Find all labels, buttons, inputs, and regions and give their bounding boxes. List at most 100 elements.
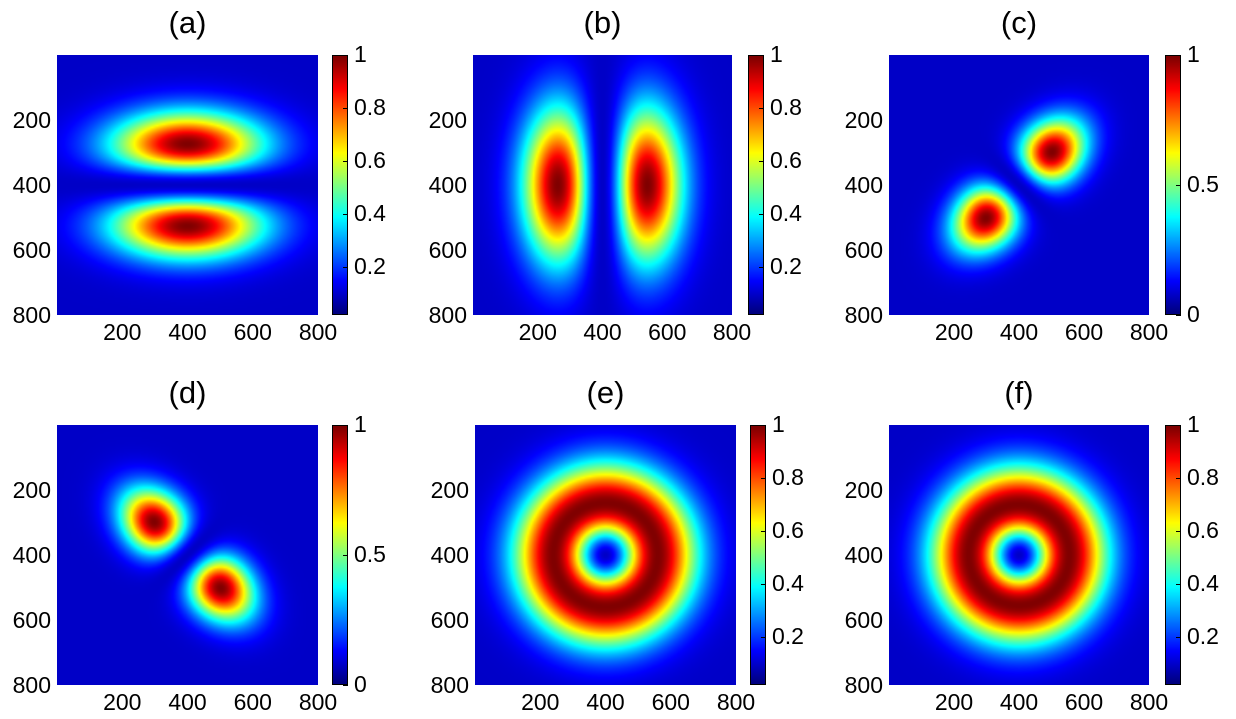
colorbar-gradient [751, 426, 765, 684]
x-tick-label: 600 [1064, 689, 1104, 715]
y-tick-label: 800 [844, 672, 883, 698]
x-tick-label: 200 [521, 689, 560, 715]
y-tick-label: 400 [12, 172, 51, 198]
y-tick-label: 800 [844, 302, 883, 328]
colorbar-tick-label: 0.2 [354, 253, 386, 280]
y-tick-label: 800 [428, 302, 467, 328]
colorbar-tick-mark [343, 555, 348, 556]
panel-title: (a) [168, 5, 207, 40]
heatmap-plot [889, 55, 1149, 315]
colorbar-tick-label: 0.2 [770, 253, 802, 280]
colorbar [748, 55, 764, 315]
x-tick-label: 600 [233, 319, 272, 345]
heatmap-plot [57, 425, 318, 685]
x-tick-label: 600 [233, 689, 272, 715]
heatmap-plot [473, 55, 732, 315]
colorbar-tick-label: 0.2 [1187, 623, 1219, 650]
colorbar-tick-label: 0.6 [1187, 517, 1219, 544]
colorbar-tick-mark [1176, 584, 1181, 586]
y-tick-label: 600 [428, 237, 467, 263]
colorbar-gradient [1166, 426, 1180, 684]
y-tick-label: 600 [844, 607, 883, 633]
colorbar-tick-mark [1176, 185, 1181, 186]
x-tick-label: 800 [298, 689, 338, 715]
colorbar-tick-mark [759, 108, 764, 110]
colorbar-tick-mark [343, 267, 348, 269]
panel-title: (d) [168, 375, 207, 410]
x-tick-label: 200 [103, 689, 142, 715]
colorbar-tick-mark [759, 161, 764, 163]
y-tick-label: 800 [12, 672, 51, 698]
colorbar-tick-label: 0.4 [354, 200, 386, 227]
x-tick-label: 400 [999, 319, 1039, 345]
colorbar-tick-label: 0 [1187, 301, 1200, 327]
x-tick-label: 200 [103, 319, 142, 345]
y-tick-label: 200 [12, 107, 51, 133]
y-tick-label: 600 [12, 607, 51, 633]
colorbar-tick-mark [759, 214, 764, 216]
colorbar-tick-mark [1176, 55, 1181, 56]
panel-title: (c) [1000, 5, 1038, 40]
colorbar [332, 55, 348, 315]
colorbar-tick-mark [343, 161, 348, 163]
colorbar-tick-label: 1 [1187, 41, 1200, 67]
y-tick-label: 400 [428, 172, 467, 198]
y-tick-label: 200 [12, 477, 51, 503]
colorbar-tick-label: 0.6 [772, 517, 804, 544]
heatmap-image [473, 55, 732, 315]
heatmap-image [889, 55, 1149, 315]
x-tick-label: 400 [999, 689, 1039, 715]
colorbar-tick-label: 0.6 [770, 147, 802, 174]
x-tick-label: 400 [586, 689, 625, 715]
colorbar-tick-label: 0.4 [772, 570, 804, 597]
x-tick-label: 200 [934, 319, 974, 345]
colorbar-tick-mark [761, 425, 766, 426]
colorbar [1165, 425, 1181, 685]
colorbar-tick-label: 1 [1187, 411, 1200, 437]
colorbar-tick-label: 0.8 [1187, 464, 1219, 491]
colorbar-tick-mark [343, 55, 348, 56]
heatmap-plot [475, 425, 736, 685]
x-tick-label: 200 [934, 689, 974, 715]
colorbar-tick-label: 0.2 [772, 623, 804, 650]
y-tick-label: 200 [430, 477, 469, 503]
colorbar-tick-label: 0.4 [770, 200, 802, 227]
colorbar-tick-mark [761, 637, 766, 639]
x-tick-label: 400 [168, 689, 207, 715]
panel-title: (f) [1004, 375, 1034, 410]
heatmap-image [889, 425, 1149, 685]
x-tick-label: 800 [1129, 319, 1169, 345]
colorbar-tick-mark [343, 425, 348, 426]
heatmap-image [475, 425, 736, 685]
y-tick-label: 200 [428, 107, 467, 133]
colorbar-tick-label: 1 [354, 41, 367, 67]
y-tick-label: 200 [844, 107, 883, 133]
x-tick-label: 800 [712, 319, 752, 345]
colorbar-tick-label: 1 [770, 41, 783, 67]
colorbar-tick-mark [761, 584, 766, 586]
colorbar-tick-label: 0.8 [770, 94, 802, 121]
x-tick-label: 600 [648, 319, 687, 345]
panel-title: (e) [586, 375, 625, 410]
colorbar-tick-label: 0.8 [772, 464, 804, 491]
colorbar-tick-label: 0.6 [354, 147, 386, 174]
colorbar-tick-mark [1176, 531, 1181, 533]
colorbar [750, 425, 766, 685]
y-tick-label: 400 [844, 172, 883, 198]
y-tick-label: 600 [12, 237, 51, 263]
y-tick-label: 800 [430, 672, 469, 698]
y-tick-label: 200 [844, 477, 883, 503]
heatmap-image [57, 425, 318, 685]
x-tick-label: 200 [518, 319, 557, 345]
colorbar-tick-mark [343, 685, 348, 686]
x-tick-label: 800 [1129, 689, 1169, 715]
colorbar-tick-label: 0.5 [354, 541, 386, 567]
colorbar-gradient [1166, 56, 1180, 314]
heatmap-plot [57, 55, 318, 315]
colorbar-tick-mark [1176, 478, 1181, 480]
colorbar-gradient [749, 56, 763, 314]
colorbar-tick-mark [761, 478, 766, 480]
y-tick-label: 400 [12, 542, 51, 568]
colorbar-tick-mark [759, 55, 764, 56]
colorbar-tick-label: 0.8 [354, 94, 386, 121]
